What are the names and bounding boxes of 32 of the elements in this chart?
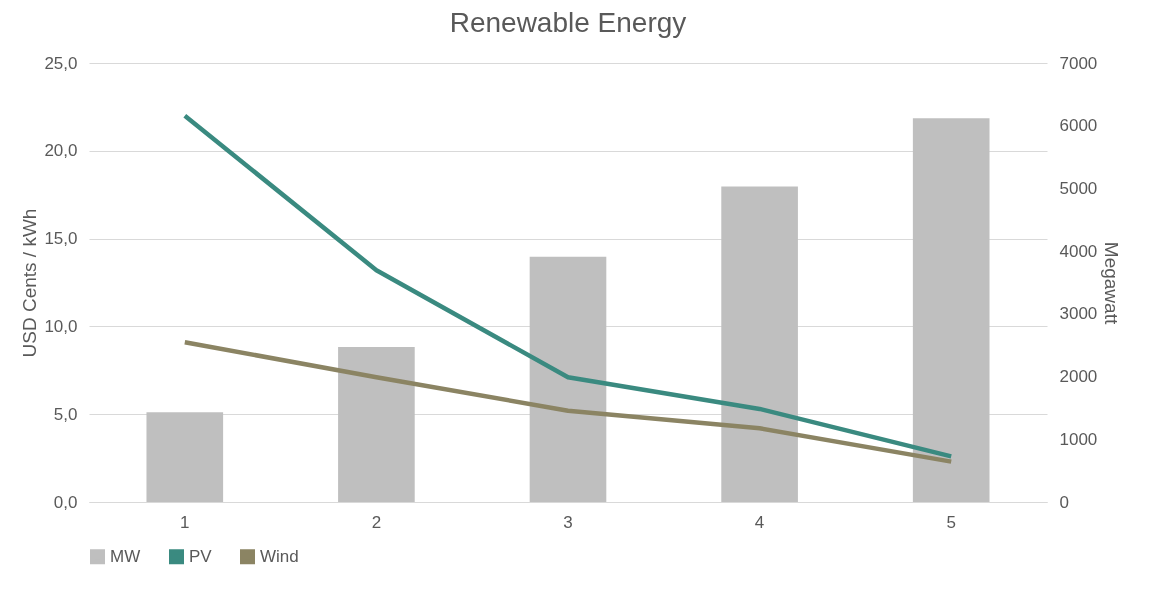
legend-label: Wind [260, 546, 299, 566]
line-series [182, 339, 954, 464]
y2-tick-label: 4000 [1059, 241, 1098, 261]
y-tick-label: 20,0 [44, 141, 78, 161]
y-tick-label: 15,0 [44, 229, 78, 249]
y2-tick-label: 2000 [1059, 367, 1098, 387]
y2-tick-label: 0 [1059, 492, 1069, 512]
legend-label: MW [110, 546, 141, 566]
legend-label: PV [189, 546, 213, 566]
y2-tick-label: 5000 [1059, 178, 1098, 198]
line-series [182, 113, 954, 459]
y-tick-label: 10,0 [44, 316, 78, 336]
y2-axis-title: Megawatt [1101, 241, 1123, 325]
y2-tick-label: 1000 [1059, 429, 1098, 449]
x-tick-label: 2 [371, 512, 382, 532]
x-tick-label: 3 [563, 512, 573, 532]
y2-tick-label: 6000 [1059, 116, 1098, 136]
y-tick-label: 0,0 [53, 492, 78, 512]
x-tick-label: 4 [754, 512, 765, 532]
bar [146, 412, 224, 502]
bar [529, 256, 607, 502]
x-tick-label: 1 [180, 512, 190, 532]
bar [721, 186, 798, 502]
bar [912, 118, 990, 502]
y2-tick-label: 3000 [1059, 304, 1098, 324]
x-tick-label: 5 [946, 512, 956, 532]
chart-title: Renewable Energy [449, 7, 687, 38]
y2-tick-label: 7000 [1059, 53, 1098, 73]
y-tick-label: 25,0 [44, 53, 78, 73]
y-axis-title: USD Cents / kWh [19, 208, 41, 358]
y-tick-label: 5,0 [53, 404, 78, 424]
bar [338, 347, 415, 502]
